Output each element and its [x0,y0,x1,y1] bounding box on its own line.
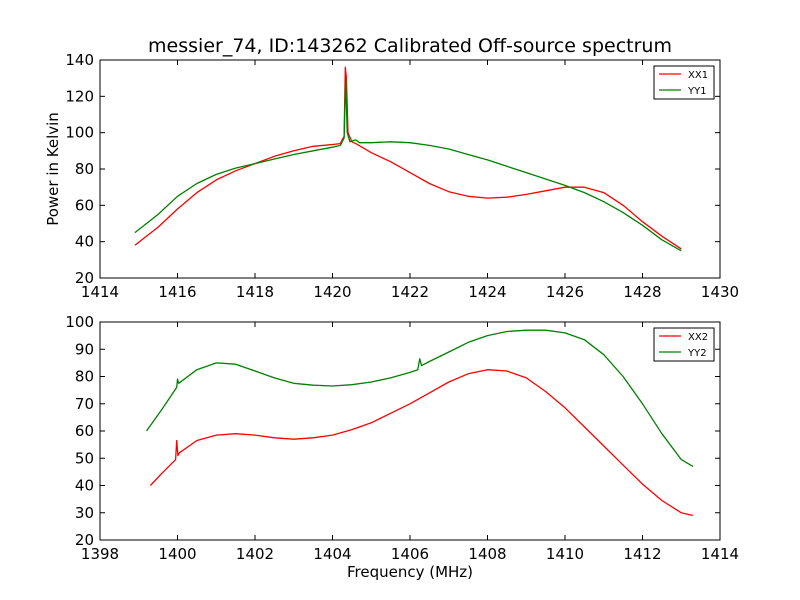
series-line-xx2 [149,369,694,517]
x-tick-label: 1426 [546,283,584,301]
y-tick-label: 80 [75,160,94,178]
x-tick-label: 1430 [701,283,739,301]
y-tick-label: 20 [75,269,94,287]
y-tick-label: 100 [65,124,94,142]
bottom-legend-box [653,327,715,362]
y-tick-label: 40 [75,477,94,495]
legend-xx2-label: XX2 [688,332,708,343]
series-line-yy2 [145,329,694,467]
x-axis-label: Frequency (MHz) [347,563,473,581]
x-tick-label: 1402 [236,545,274,563]
y-tick-label: 100 [65,313,94,331]
legend-yy2-label: YY2 [687,348,707,359]
top-legend-box [653,65,715,100]
x-tick-label: 1398 [81,545,119,563]
x-tick-label: 1416 [158,283,196,301]
x-tick-label: 1408 [468,545,506,563]
legend-xx1-label: XX1 [688,70,708,81]
y-tick-label: 90 [75,340,94,358]
y-axis-label: Power in Kelvin [44,112,62,226]
y-tick-label: 30 [75,504,94,522]
x-tick-label: 1410 [546,545,584,563]
y-tick-label: 120 [65,87,94,105]
x-tick-label: 1428 [623,283,661,301]
chart-title: messier_74, ID:143262 Calibrated Off-sou… [148,35,672,57]
y-tick-label: 60 [75,422,94,440]
top-panel-marks: 1414 1416 1418 1420 1422 1424 1426 1428 1430 20 40… [65,51,739,301]
x-tick-label: 1404 [313,545,351,563]
y-tick-label: 60 [75,196,94,214]
top-panel: messier_74, ID:143262 Calibrated Off-sou… [44,35,739,301]
y-tick-label: 70 [75,395,94,413]
y-tick-label: 140 [65,51,94,69]
legend-yy1-label: YY1 [687,86,707,97]
x-tick-label: 1412 [623,545,661,563]
x-tick-label: 1424 [468,283,506,301]
bottom-axes-frame [99,321,721,541]
x-tick-label: 1414 [81,283,119,301]
bottom-panel-marks: 1398 1400 1402 1404 1406 1408 1410 1412 1414 20 30… [65,313,739,563]
top-axes-frame [99,59,721,279]
series-line-yy1 [134,77,682,252]
y-tick-label: 20 [75,531,94,549]
x-tick-label: 1420 [313,283,351,301]
bottom-panel: Frequency (MHz) 1398 1400 1402 1404 1406 1408… [65,313,739,581]
x-tick-label: 1418 [236,283,274,301]
y-tick-label: 80 [75,368,94,386]
x-tick-label: 1414 [701,545,739,563]
y-tick-label: 50 [75,449,94,467]
y-tick-label: 40 [75,233,94,251]
x-tick-label: 1400 [158,545,196,563]
bottom-legend: XX2 YY2 [653,327,715,362]
x-tick-label: 1422 [391,283,429,301]
top-legend: XX1 YY1 [653,65,715,100]
x-tick-label: 1406 [391,545,429,563]
